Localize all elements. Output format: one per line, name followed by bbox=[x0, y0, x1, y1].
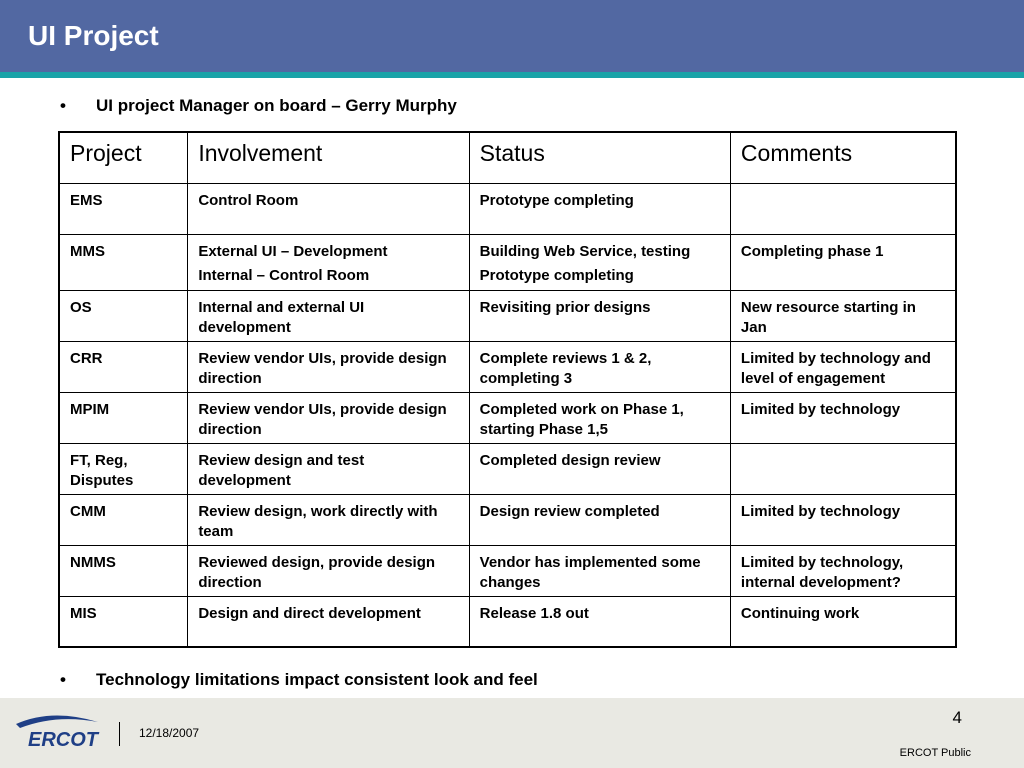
cell-status: Completed design review bbox=[468, 442, 731, 495]
cell-status: Building Web Service, testing Prototype c… bbox=[468, 233, 731, 291]
ercot-logo-graphic: ERCOT bbox=[16, 715, 100, 751]
cell-involvement: Control Room bbox=[187, 182, 470, 235]
cell-text: Design review completed bbox=[479, 502, 660, 520]
logo-wordmark: ERCOT bbox=[28, 729, 100, 751]
accent-divider bbox=[0, 72, 1024, 78]
cell-text: Completed design review bbox=[479, 451, 661, 469]
header-involvement: Involvement bbox=[187, 131, 470, 184]
cell-text: Review vendor UIs, provide design direct… bbox=[198, 349, 447, 387]
table-row: NMMS Reviewed design, provide design dire… bbox=[58, 544, 957, 597]
cell-text: Complete reviews 1 & 2, completing 3 bbox=[479, 349, 652, 387]
cell-comments: Limited by technology and level of engag… bbox=[729, 340, 957, 393]
footer-divider bbox=[119, 722, 120, 746]
cell-involvement: Design and direct development bbox=[187, 595, 470, 648]
classification-label: ERCOT Public bbox=[899, 747, 971, 759]
cell-text: New resource starting in Jan bbox=[740, 298, 916, 336]
cell-text: Limited by technology bbox=[740, 400, 901, 418]
cell-involvement: Review design and test development bbox=[187, 442, 470, 495]
cell-involvement: Internal and external UI development bbox=[187, 289, 470, 342]
cell-text: Design and direct development bbox=[198, 604, 421, 622]
cell-comments bbox=[729, 182, 957, 235]
cell-project: EMS bbox=[58, 182, 189, 235]
table-row: MIS Design and direct development Release … bbox=[58, 595, 957, 648]
cell-comments: Limited by technology bbox=[729, 391, 957, 444]
cell-status: Complete reviews 1 & 2, completing 3 bbox=[468, 340, 731, 393]
header-project: Project bbox=[58, 131, 189, 184]
cell-project: OS bbox=[58, 289, 189, 342]
cell-involvement: Review design, work directly with team bbox=[187, 493, 470, 546]
cell-text: Prototype completing bbox=[479, 266, 634, 284]
cell-involvement: Review vendor UIs, provide design direct… bbox=[187, 340, 470, 393]
table-row: MPIM Review vendor UIs, provide design di… bbox=[58, 391, 957, 444]
cell-involvement: Review vendor UIs, provide design direct… bbox=[187, 391, 470, 444]
footer: ERCOT 12/18/2007 4 ERCOT Public bbox=[0, 698, 1024, 768]
cell-comments: Completing phase 1 bbox=[729, 233, 957, 291]
title-bar: UI Project bbox=[0, 0, 1024, 72]
cell-status: Release 1.8 out bbox=[468, 595, 731, 648]
bullet-glyph: • bbox=[60, 670, 66, 689]
cell-status: Prototype completing bbox=[468, 182, 731, 235]
cell-text: Continuing work bbox=[740, 604, 860, 622]
cell-text: Internal and external UI development bbox=[198, 298, 365, 336]
cell-text: Completing phase 1 bbox=[740, 242, 884, 260]
cell-text: Internal – Control Room bbox=[198, 266, 370, 284]
table-row: OS Internal and external UI development Re… bbox=[58, 289, 957, 342]
page-number: 4 bbox=[952, 708, 962, 727]
table-row: CMM Review design, work directly with tea… bbox=[58, 493, 957, 546]
cell-text: Release 1.8 out bbox=[479, 604, 589, 622]
cell-text: External UI – Development bbox=[198, 242, 388, 260]
cell-text: Limited by technology bbox=[740, 502, 901, 520]
cell-comments: Continuing work bbox=[729, 595, 957, 648]
slide-title: UI Project bbox=[28, 20, 159, 51]
cell-project: NMMS bbox=[58, 544, 189, 597]
bullet-item: • UI project Manager on board – Gerry Mur… bbox=[60, 96, 457, 116]
cell-status: Revisiting prior designs bbox=[468, 289, 731, 342]
cell-text: Building Web Service, testing bbox=[479, 242, 691, 260]
table-row: EMS Control Room Prototype completing bbox=[58, 182, 957, 235]
cell-text: Review design, work directly with team bbox=[198, 502, 438, 540]
table-row: MMS External UI – Development Internal – C… bbox=[58, 233, 957, 291]
bullet-glyph: • bbox=[60, 96, 66, 115]
cell-text: Vendor has implemented some changes bbox=[479, 553, 701, 591]
footer-date: 12/18/2007 bbox=[139, 726, 200, 740]
cell-status: Completed work on Phase 1, starting Phas… bbox=[468, 391, 731, 444]
cell-involvement: External UI – Development Internal – Cont… bbox=[187, 233, 470, 291]
cell-text: Control Room bbox=[198, 191, 299, 209]
project-table: Project Involvement Status Comments EMS C… bbox=[58, 131, 957, 648]
cell-involvement: Reviewed design, provide design directio… bbox=[187, 544, 470, 597]
cell-comments: Limited by technology, internal developm… bbox=[729, 544, 957, 597]
cell-comments: New resource starting in Jan bbox=[729, 289, 957, 342]
cell-status: Design review completed bbox=[468, 493, 731, 546]
bullet-text: UI project Manager on board – Gerry Murp… bbox=[96, 96, 457, 115]
cell-text: Prototype completing bbox=[479, 191, 634, 209]
cell-text: Revisiting prior designs bbox=[479, 298, 651, 316]
cell-comments: Limited by technology bbox=[729, 493, 957, 546]
cell-comments bbox=[729, 442, 957, 495]
table-row: CRR Review vendor UIs, provide design dir… bbox=[58, 340, 957, 393]
table-header-row: Project Involvement Status Comments bbox=[58, 131, 957, 184]
cell-text: Review design and test development bbox=[198, 451, 365, 489]
cell-project: CMM bbox=[58, 493, 189, 546]
cell-text: Reviewed design, provide design directio… bbox=[198, 553, 436, 591]
cell-project: MPIM bbox=[58, 391, 189, 444]
cell-project: MMS bbox=[58, 233, 189, 291]
cell-text: Limited by technology and level of engag… bbox=[740, 349, 931, 387]
cell-project: MIS bbox=[58, 595, 189, 648]
bullet-text: Technology limitations impact consistent… bbox=[96, 670, 538, 689]
cell-status: Vendor has implemented some changes bbox=[468, 544, 731, 597]
table-row: FT, Reg, Disputes Review design and test … bbox=[58, 442, 957, 495]
cell-project: FT, Reg, Disputes bbox=[58, 442, 189, 495]
cell-text: Limited by technology, internal developm… bbox=[740, 553, 904, 591]
ercot-logo: ERCOT bbox=[12, 710, 102, 752]
cell-project: CRR bbox=[58, 340, 189, 393]
header-status: Status bbox=[468, 131, 731, 184]
cell-text: Completed work on Phase 1, starting Phas… bbox=[479, 400, 684, 438]
table-body: EMS Control Room Prototype completing MMS Ex… bbox=[58, 182, 957, 648]
bullet-item: • Technology limitations impact consisten… bbox=[60, 670, 538, 690]
cell-text: Review vendor UIs, provide design direct… bbox=[198, 400, 447, 438]
header-comments: Comments bbox=[729, 131, 957, 184]
